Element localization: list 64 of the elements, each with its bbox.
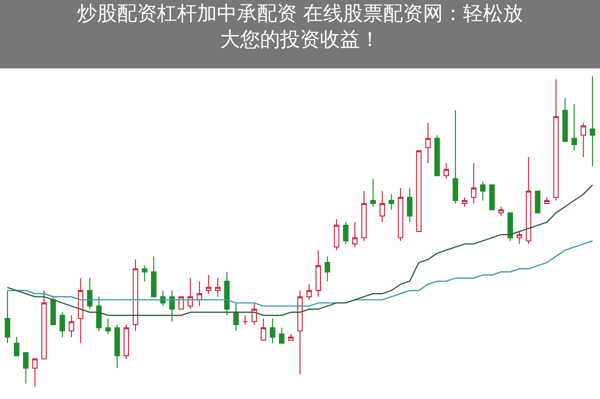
candlestick — [416, 150, 422, 232]
candlestick — [544, 196, 550, 204]
candlestick — [398, 188, 404, 242]
candlestick — [151, 256, 156, 298]
candlestick — [406, 188, 412, 223]
candlestick — [260, 318, 266, 341]
candlestick — [571, 104, 577, 152]
candlestick — [78, 278, 84, 344]
candlestick — [96, 296, 102, 332]
candlestick — [580, 122, 586, 158]
candlestick — [41, 290, 47, 360]
candlestick — [50, 296, 56, 326]
candlestick — [278, 327, 284, 344]
candlestick — [470, 162, 476, 204]
candlestick — [114, 324, 120, 369]
candlestick — [352, 222, 358, 248]
candlestick — [553, 78, 559, 201]
candlestick — [370, 178, 376, 208]
candlestick — [105, 318, 111, 334]
candlestick — [489, 184, 495, 210]
candlestick — [452, 110, 458, 204]
candlestick — [480, 181, 486, 201]
candlestick — [498, 206, 504, 216]
candlestick — [434, 134, 440, 176]
candlestick — [32, 358, 38, 388]
candlestick — [508, 212, 513, 242]
candlestick — [60, 312, 66, 338]
candlestick — [288, 333, 294, 341]
candlestick — [526, 156, 532, 244]
candlestick — [4, 290, 10, 344]
candlestick — [224, 271, 230, 316]
candlestick — [252, 302, 258, 326]
candlestick — [132, 258, 138, 332]
candlestick — [462, 196, 468, 208]
candlestick — [206, 274, 212, 294]
candlestick — [188, 278, 194, 310]
candlestick — [388, 194, 394, 210]
candlestick — [380, 190, 386, 223]
candlestick — [444, 162, 449, 180]
candlestick — [169, 290, 175, 322]
candlestick — [242, 314, 248, 326]
candlestick — [562, 97, 568, 142]
chart-title: 炒股配资杠杆加中承配资 在线股票配资网：轻松放大您的投资收益！ — [76, 1, 524, 52]
candlestick — [316, 250, 322, 298]
candlestick — [306, 284, 312, 300]
candlestick — [233, 302, 239, 332]
candlestick — [142, 265, 148, 282]
candlestick — [324, 256, 330, 282]
candlestick — [334, 218, 340, 251]
candlestick — [214, 278, 220, 298]
candlestick — [14, 336, 20, 356]
candlestick — [68, 314, 74, 338]
candlestick — [87, 278, 92, 310]
candlestick — [534, 190, 540, 214]
candlestick — [297, 290, 303, 375]
candlestick — [425, 122, 431, 164]
candlestick — [23, 352, 29, 384]
candlestick — [361, 190, 367, 242]
candlestick — [342, 222, 348, 244]
candlestick — [590, 76, 596, 167]
candlestick — [196, 280, 202, 307]
candlestick — [124, 324, 130, 360]
candlestick — [270, 318, 276, 344]
candlestick — [516, 231, 522, 244]
